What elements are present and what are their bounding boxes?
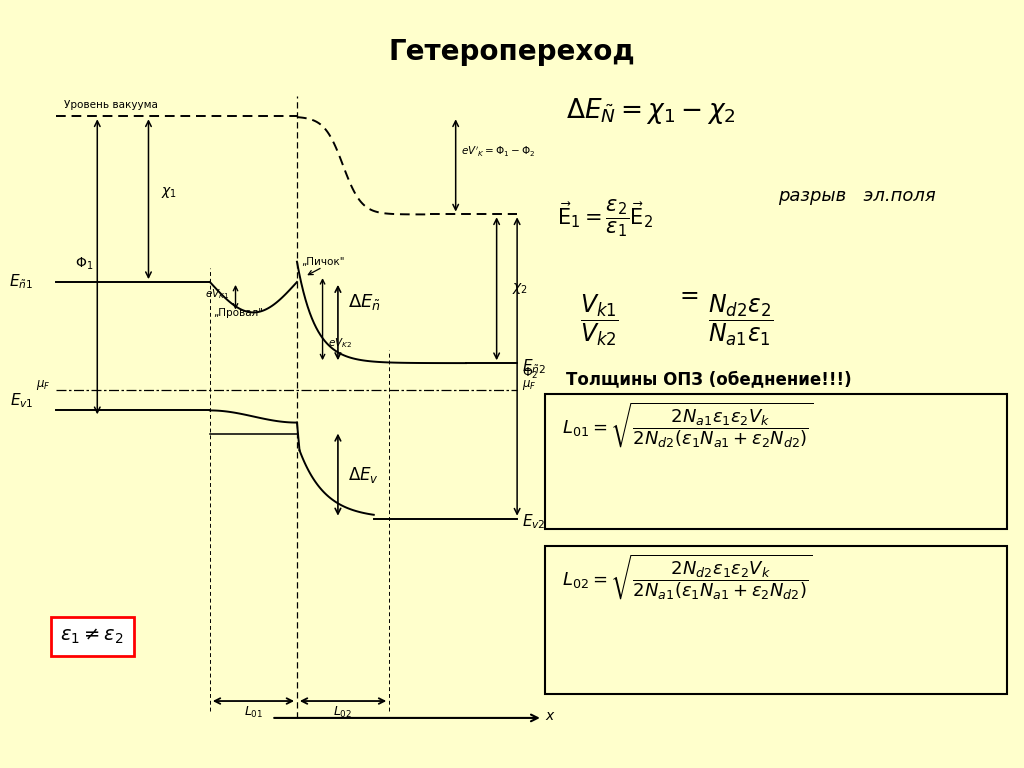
Text: $L_{02}$: $L_{02}$ [334, 705, 352, 720]
Text: $\chi_2$: $\chi_2$ [512, 281, 528, 296]
Text: $\Phi_2$: $\Phi_2$ [522, 366, 539, 381]
Text: $E_{\tilde{n}2}$: $E_{\tilde{n}2}$ [522, 357, 547, 376]
Text: $\dfrac{N_{d2}\varepsilon_2}{N_{a1}\varepsilon_1}$: $\dfrac{N_{d2}\varepsilon_2}{N_{a1}\vare… [708, 292, 773, 348]
Text: разрыв   эл.поля: разрыв эл.поля [778, 187, 936, 205]
Text: $eV'_K=\Phi_1-\Phi_2$: $eV'_K=\Phi_1-\Phi_2$ [461, 145, 536, 159]
Text: $\mu_F$: $\mu_F$ [522, 379, 537, 392]
FancyBboxPatch shape [545, 545, 1007, 694]
Text: $\varepsilon_1 \neq \varepsilon_2$: $\varepsilon_1 \neq \varepsilon_2$ [60, 627, 124, 647]
Text: $eV_{K1}$: $eV_{K1}$ [206, 287, 229, 301]
Text: $x$: $x$ [546, 709, 556, 723]
Text: Толщины ОПЗ (обеднение!!!): Толщины ОПЗ (обеднение!!!) [566, 370, 852, 388]
Text: Уровень вакуума: Уровень вакуума [63, 101, 158, 111]
Text: $E_{\tilde{n}1}$: $E_{\tilde{n}1}$ [9, 273, 33, 291]
FancyBboxPatch shape [545, 393, 1007, 528]
Text: $\Delta E_{\tilde{N}} = \chi_1 - \chi_2$: $\Delta E_{\tilde{N}} = \chi_1 - \chi_2$ [566, 96, 736, 126]
Text: Гетеропереход: Гетеропереход [389, 38, 635, 66]
Text: $E_{v1}$: $E_{v1}$ [9, 391, 33, 409]
Text: $\Delta E_{\tilde{n}}$: $\Delta E_{\tilde{n}}$ [348, 293, 381, 313]
Text: „Провал": „Провал" [213, 308, 263, 318]
Text: „Пичок": „Пичок" [301, 257, 344, 267]
Text: $\Phi_1$: $\Phi_1$ [76, 255, 93, 272]
Text: $L_{01} = \sqrt{\dfrac{2N_{a1}\varepsilon_1\varepsilon_2 V_k}{2N_{d2}(\varepsilo: $L_{01} = \sqrt{\dfrac{2N_{a1}\varepsilo… [561, 400, 813, 450]
Text: $\Delta E_v$: $\Delta E_v$ [348, 465, 379, 485]
Text: $L_{01}$: $L_{01}$ [244, 705, 263, 720]
Text: $\chi_1$: $\chi_1$ [162, 185, 177, 200]
Text: $\vec{\mathrm{E}}_1 = \dfrac{\varepsilon_2}{\varepsilon_1}\vec{\mathrm{E}}_2$: $\vec{\mathrm{E}}_1 = \dfrac{\varepsilon… [557, 197, 653, 240]
Text: $=$: $=$ [675, 282, 698, 306]
Text: $E_{v2}$: $E_{v2}$ [522, 512, 546, 531]
Text: $\mu_F$: $\mu_F$ [36, 379, 50, 392]
Text: $\dfrac{V_{k1}}{V_{k2}}$: $\dfrac{V_{k1}}{V_{k2}}$ [581, 292, 620, 348]
Text: $eV_{K2}$: $eV_{K2}$ [328, 336, 352, 350]
Text: $L_{02} = \sqrt{\dfrac{2N_{d2}\varepsilon_1\varepsilon_2 V_k}{2N_{a1}(\varepsilo: $L_{02} = \sqrt{\dfrac{2N_{d2}\varepsilo… [561, 552, 812, 602]
